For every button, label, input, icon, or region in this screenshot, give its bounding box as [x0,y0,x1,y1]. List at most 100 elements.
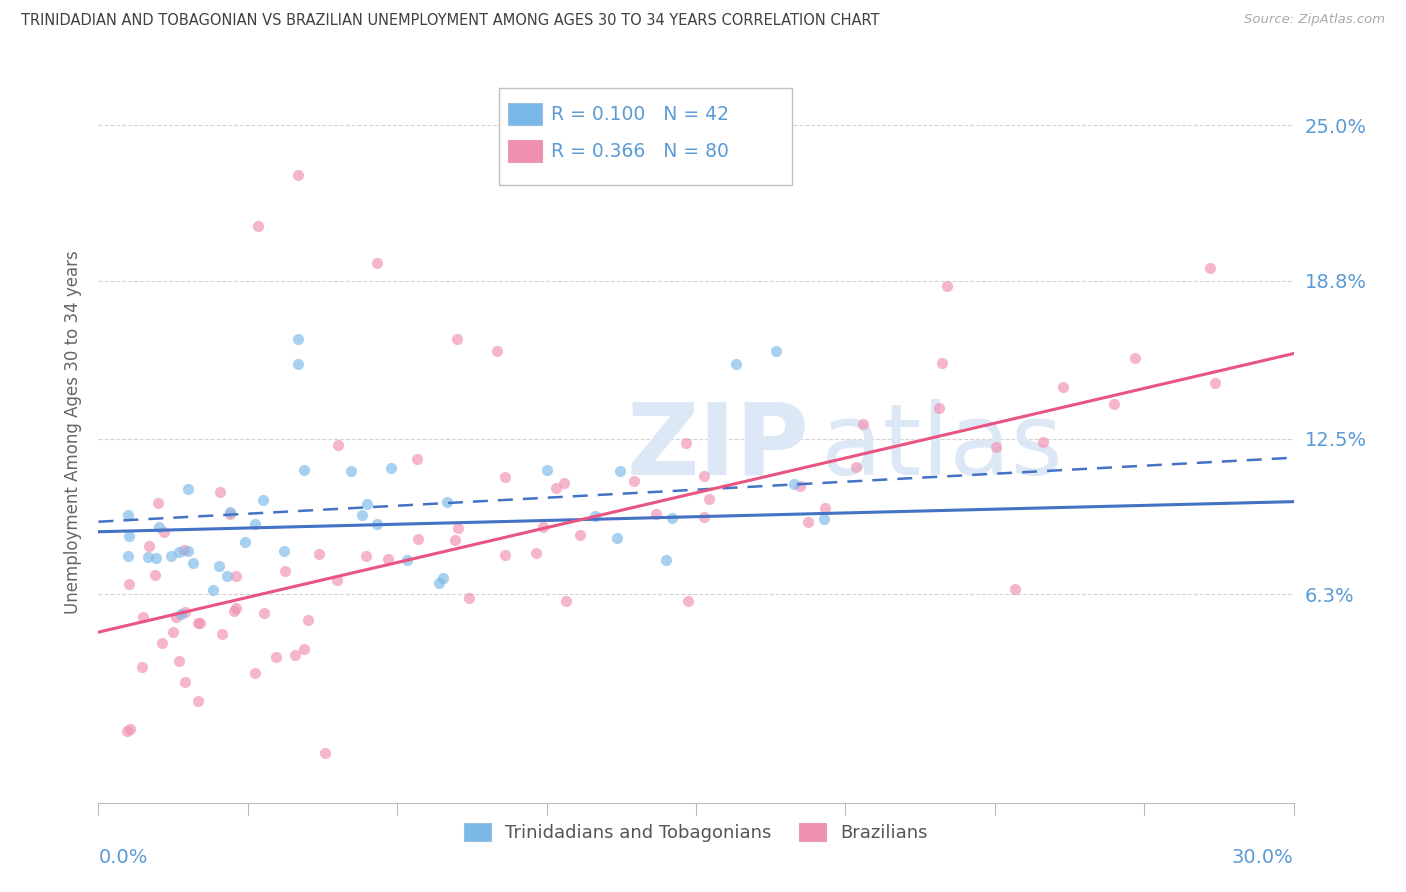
Point [845,460,868,475]
FancyBboxPatch shape [499,88,792,185]
Point [676,593,699,607]
Point [274,564,297,578]
Point [174,674,197,689]
Point [531,520,554,534]
Point [852,417,875,431]
Point [724,357,747,371]
Point [350,508,373,522]
Text: TRINIDADIAN AND TOBAGONIAN VS BRAZILIAN UNEMPLOYMENT AMONG AGES 30 TO 34 YEARS C: TRINIDADIAN AND TOBAGONIAN VS BRAZILIAN … [21,13,880,29]
Point [609,464,631,478]
Point [377,552,399,566]
Point [183,557,205,571]
Point [446,331,468,345]
Point [1125,351,1147,365]
Point [253,606,276,620]
Point [447,521,470,535]
Point [536,463,558,477]
Point [136,550,159,565]
Point [553,475,575,490]
FancyBboxPatch shape [509,140,541,162]
Y-axis label: Unemployment Among Ages 30 to 34 years: Unemployment Among Ages 30 to 34 years [63,251,82,615]
Point [406,452,429,467]
Point [148,520,170,534]
Point [165,610,187,624]
Point [396,553,419,567]
Point [765,344,787,359]
Point [406,532,429,546]
Point [120,722,142,736]
Text: Source: ZipAtlas.com: Source: ZipAtlas.com [1244,13,1385,27]
Point [485,344,508,359]
Point [380,461,402,475]
Point [1102,396,1125,410]
Point [162,625,184,640]
Point [655,553,678,567]
Point [308,547,330,561]
Point [1052,380,1074,394]
Point [150,636,173,650]
Point [138,539,160,553]
Point [243,666,266,681]
Point [789,479,811,493]
Point [287,169,309,183]
Point [115,723,138,738]
Point [314,746,336,760]
Point [292,462,315,476]
Point [783,476,806,491]
Text: ZIP: ZIP [627,399,810,496]
Point [928,401,950,416]
Point [1032,434,1054,449]
Point [287,357,309,371]
Point [1199,261,1222,276]
Point [169,545,191,559]
Point [273,543,295,558]
Point [211,627,233,641]
Point [131,660,153,674]
Point [544,481,567,495]
Point [146,496,169,510]
Point [170,607,193,622]
Text: 30.0%: 30.0% [1232,848,1294,867]
Point [287,331,309,345]
Point [814,501,837,516]
Point [225,600,247,615]
Point [494,548,516,562]
Legend: Trinidadians and Tobagonians, Brazilians: Trinidadians and Tobagonians, Brazilians [457,815,935,849]
Point [623,475,645,489]
Point [173,543,195,558]
Point [160,549,183,564]
Point [145,550,167,565]
Point [132,609,155,624]
Point [494,470,516,484]
Point [555,594,578,608]
Point [693,469,716,483]
Point [292,642,315,657]
Point [188,615,211,630]
Point [219,507,242,521]
Point [366,256,388,270]
Point [606,531,628,545]
Point [209,485,232,500]
Point [458,591,481,606]
Point [984,440,1007,454]
Point [284,648,307,662]
Point [326,574,349,588]
Point [568,527,591,541]
Point [117,577,139,591]
Point [117,508,139,523]
Point [935,279,957,293]
Point [143,568,166,582]
Point [187,615,209,630]
Point [167,654,190,668]
Point [219,505,242,519]
Point [208,558,231,573]
Point [224,604,246,618]
Point [326,438,349,452]
Point [1004,582,1026,597]
Point [177,544,200,558]
Point [340,464,363,478]
Point [264,649,287,664]
Text: R = 0.366   N = 80: R = 0.366 N = 80 [551,142,730,161]
Point [797,515,820,529]
Text: 0.0%: 0.0% [98,848,148,867]
